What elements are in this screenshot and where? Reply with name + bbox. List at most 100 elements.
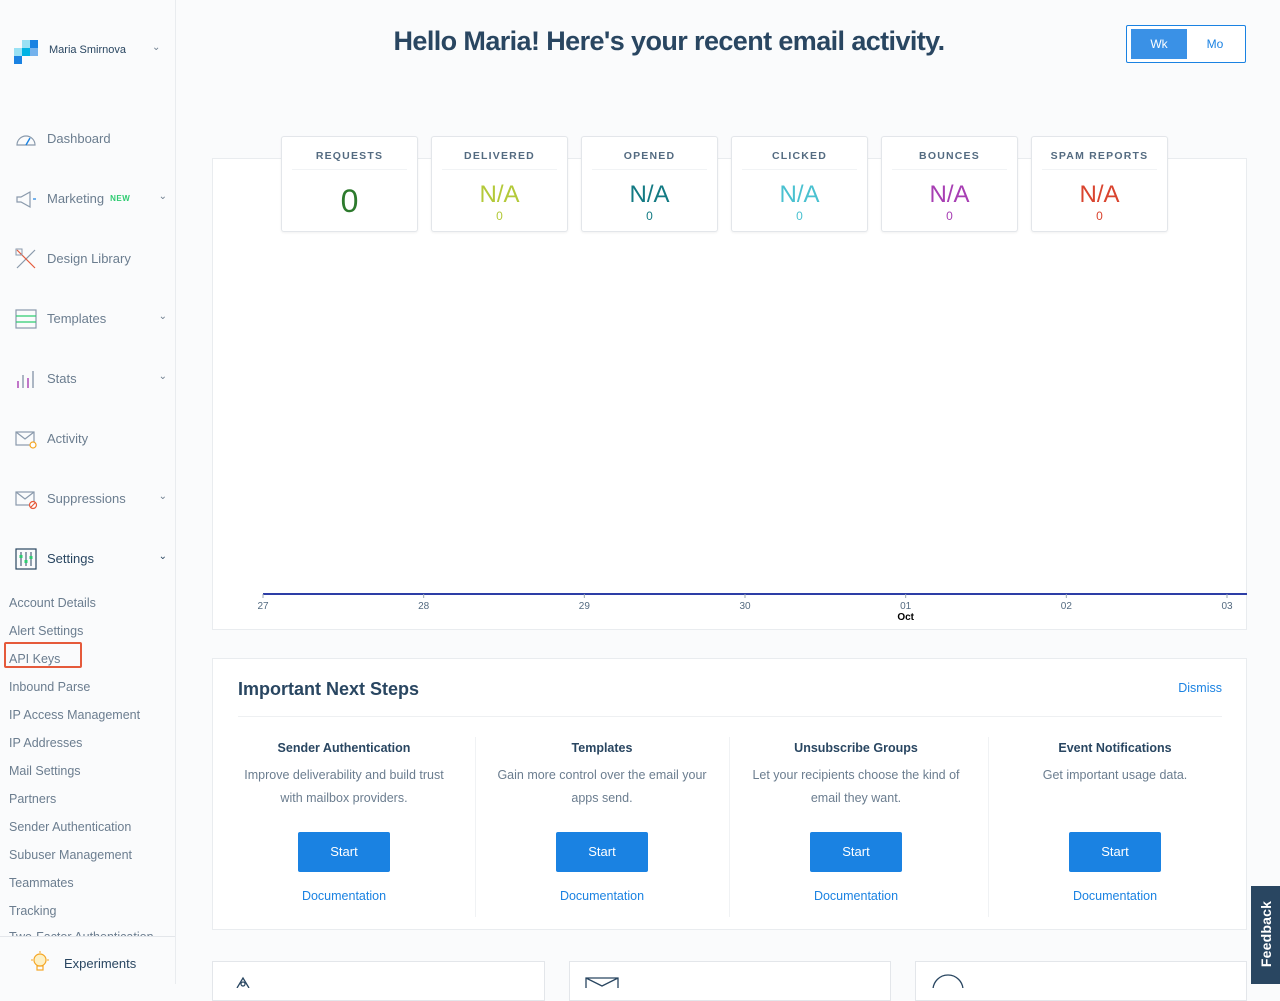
submenu-alert-settings[interactable]: Alert Settings bbox=[9, 624, 84, 638]
submenu-two-factor-authentication[interactable]: Two-Factor Authentication bbox=[9, 930, 154, 936]
highlight-box bbox=[4, 642, 82, 668]
stat-label: DELIVERED bbox=[464, 150, 535, 162]
nav-item-templates[interactable]: Templates ⌄ bbox=[14, 307, 169, 331]
chevron-down-icon[interactable]: ⌄ bbox=[158, 191, 167, 202]
step-description: Improve deliverability and build trust w… bbox=[244, 768, 444, 805]
divider bbox=[475, 737, 476, 917]
divider bbox=[988, 737, 989, 917]
chevron-down-icon[interactable]: ⌄ bbox=[158, 491, 167, 502]
submenu-ip-addresses[interactable]: IP Addresses bbox=[9, 736, 83, 750]
dismiss-link[interactable]: Dismiss bbox=[1178, 681, 1222, 695]
submenu-tracking[interactable]: Tracking bbox=[9, 904, 57, 918]
nav-label: Dashboard bbox=[47, 131, 111, 146]
step-title: Unsubscribe Groups bbox=[794, 741, 918, 755]
documentation-link: Documentation bbox=[487, 889, 717, 903]
start-button[interactable]: Start bbox=[810, 832, 902, 872]
nav-item-design-library[interactable]: Design Library bbox=[14, 247, 169, 271]
stat-value: N/A bbox=[779, 181, 820, 208]
nav-label: Activity bbox=[47, 431, 89, 446]
stat-card-requests[interactable]: REQUESTS 0 bbox=[281, 136, 418, 232]
stat-card-spam-reports[interactable]: SPAM REPORTS N/A 0 bbox=[1031, 136, 1168, 232]
dashboard-gauge-icon bbox=[16, 135, 36, 146]
documentation-link: Documentation bbox=[741, 889, 971, 903]
submenu-ip-access-management[interactable]: IP Access Management bbox=[9, 708, 141, 722]
submenu-subuser-management[interactable]: Subuser Management bbox=[9, 848, 132, 862]
stat-card-delivered[interactable]: DELIVERED N/A 0 bbox=[431, 136, 568, 232]
stat-value: N/A bbox=[929, 181, 970, 208]
stat-card-clicked[interactable]: CLICKED N/A 0 bbox=[731, 136, 868, 232]
documentation-link: Documentation bbox=[229, 889, 459, 903]
chevron-down-icon[interactable]: ⌄ bbox=[158, 371, 167, 382]
step-sender-authentication: Sender Authentication Improve deliverabi… bbox=[229, 739, 459, 919]
divider bbox=[1042, 169, 1157, 170]
stat-count: 0 bbox=[1096, 209, 1103, 223]
step-description: Gain more control over the email your ap… bbox=[497, 768, 707, 805]
experiments-link[interactable]: Experiments bbox=[0, 936, 175, 984]
stat-value: N/A bbox=[1079, 181, 1120, 208]
documentation-link-label[interactable]: Documentation bbox=[813, 889, 899, 903]
step-templates: Templates Gain more control over the ema… bbox=[487, 739, 717, 919]
submenu-partners[interactable]: Partners bbox=[9, 792, 57, 806]
nav-item-marketing[interactable]: Marketing NEW ⌄ bbox=[14, 187, 169, 211]
x-tick-label: 29 bbox=[579, 601, 591, 612]
documentation-link-label[interactable]: Documentation bbox=[559, 889, 645, 903]
documentation-link-label[interactable]: Documentation bbox=[301, 889, 387, 903]
nav-item-dashboard[interactable]: Dashboard bbox=[14, 127, 169, 151]
resource-card-3[interactable] bbox=[915, 961, 1247, 1001]
next-steps-title: Important Next Steps bbox=[238, 679, 420, 699]
nav-label: Suppressions bbox=[47, 491, 126, 506]
chevron-down-icon[interactable]: ⌄ bbox=[158, 311, 167, 322]
chevron-down-icon[interactable]: ⌄ bbox=[158, 551, 167, 562]
submenu-account-details[interactable]: Account Details bbox=[9, 596, 96, 610]
submenu-teammates[interactable]: Teammates bbox=[9, 876, 74, 890]
rocket-icon bbox=[236, 976, 250, 988]
nav-label: Marketing NEW bbox=[47, 191, 130, 206]
activity-chart-panel bbox=[212, 158, 1247, 630]
step-event-notifications: Event Notifications Get important usage … bbox=[1000, 739, 1230, 919]
stat-card-bounces[interactable]: BOUNCES N/A 0 bbox=[881, 136, 1018, 232]
start-button[interactable]: Start bbox=[556, 832, 648, 872]
start-button[interactable]: Start bbox=[298, 832, 390, 872]
month-toggle-button[interactable]: Mo bbox=[1206, 37, 1224, 51]
nav-item-settings[interactable]: Settings ⌄ bbox=[14, 547, 169, 571]
experiments-label: Experiments bbox=[64, 956, 137, 971]
divider bbox=[729, 737, 730, 917]
divider bbox=[892, 169, 1007, 170]
stat-card-opened[interactable]: OPENED N/A 0 bbox=[581, 136, 718, 232]
x-tick-label: 01 bbox=[900, 601, 912, 612]
chevron-down-icon[interactable]: ⌄ bbox=[152, 42, 161, 53]
nav-item-activity[interactable]: Activity bbox=[14, 427, 169, 451]
stat-label: OPENED bbox=[623, 150, 676, 162]
submenu-inbound-parse[interactable]: Inbound Parse bbox=[9, 680, 91, 694]
envelope-icon bbox=[585, 977, 619, 988]
x-tick-label: 28 bbox=[418, 601, 430, 612]
circle-info-icon bbox=[932, 974, 964, 988]
x-tick-label: 03 bbox=[1221, 601, 1233, 612]
account-menu[interactable]: Maria Smirnova ⌄ bbox=[14, 38, 164, 64]
design-tools-icon bbox=[15, 248, 36, 269]
stat-count: 0 bbox=[646, 209, 653, 223]
submenu-api-keys-label: API Keys bbox=[9, 652, 61, 666]
submenu-api-keys[interactable]: API Keys bbox=[4, 642, 174, 678]
sendgrid-logo-icon bbox=[14, 40, 38, 64]
nav-item-suppressions[interactable]: Suppressions ⌄ bbox=[14, 487, 169, 511]
step-title: Sender Authentication bbox=[277, 741, 411, 755]
sidebar: Maria Smirnova ⌄ Dashboard Marketing NEW … bbox=[0, 0, 176, 984]
settings-sliders-icon bbox=[15, 548, 37, 570]
nav-label: Settings bbox=[47, 551, 94, 566]
nav-label: Design Library bbox=[47, 251, 131, 266]
nav-item-stats[interactable]: Stats ⌄ bbox=[14, 367, 169, 391]
resource-card-2[interactable] bbox=[569, 961, 891, 1001]
divider bbox=[292, 169, 407, 170]
start-button[interactable]: Start bbox=[1069, 832, 1161, 872]
bar-chart-icon bbox=[17, 371, 34, 388]
documentation-link-label[interactable]: Documentation bbox=[1072, 889, 1158, 903]
submenu-mail-settings[interactable]: Mail Settings bbox=[9, 764, 81, 778]
submenu-sender-authentication[interactable]: Sender Authentication bbox=[9, 820, 132, 834]
divider bbox=[592, 169, 707, 170]
resource-card-1[interactable] bbox=[212, 961, 545, 1001]
feedback-tab[interactable]: Feedback bbox=[1251, 886, 1280, 984]
stat-value: N/A bbox=[629, 181, 670, 208]
period-toggle: Wk Mo bbox=[1126, 25, 1246, 63]
week-toggle-button[interactable]: Wk bbox=[1131, 29, 1187, 59]
